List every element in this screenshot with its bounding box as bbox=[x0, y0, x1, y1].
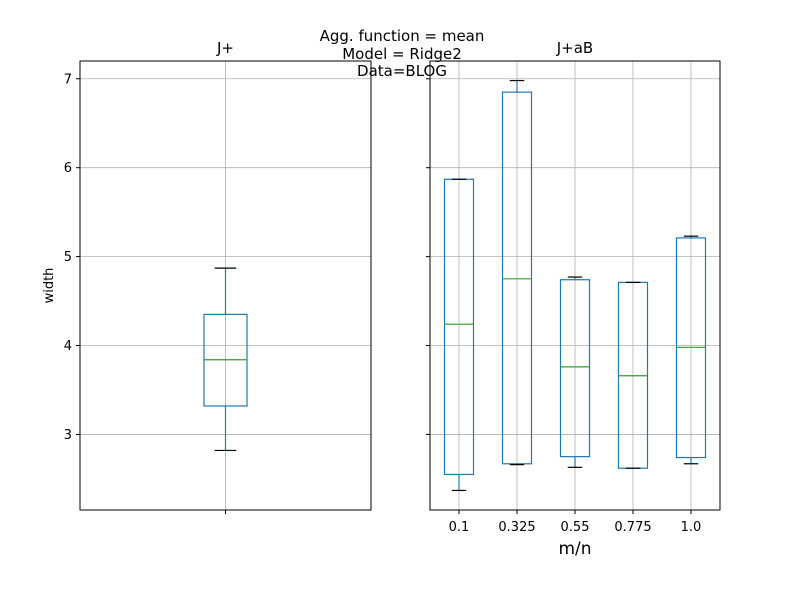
x-tick-label-1: 0.325 bbox=[498, 520, 535, 535]
box-2 bbox=[559, 279, 591, 458]
subplot-j-plus: 3 4 5 6 7 J+ width bbox=[42, 39, 372, 514]
y-tick-label-4: 7 bbox=[64, 72, 72, 87]
y-axis-label: width bbox=[42, 268, 57, 304]
box-1 bbox=[501, 91, 533, 465]
x-axis-label: m/n bbox=[558, 539, 591, 559]
suptitle-line-3: Data=BLOG bbox=[357, 62, 447, 80]
x-tick-label-3: 0.775 bbox=[614, 520, 651, 535]
suptitle-line-1: Agg. function = mean bbox=[320, 27, 485, 45]
y-tick-label-0: 3 bbox=[64, 428, 72, 443]
subplot-title: J+ bbox=[216, 39, 234, 57]
y-tick-label-2: 5 bbox=[64, 250, 72, 265]
x-tick-label-0: 0.1 bbox=[449, 520, 470, 535]
suptitle-line-2: Model = Ridge2 bbox=[342, 45, 462, 63]
y-tick-label-3: 6 bbox=[64, 161, 72, 176]
y-tick-label-1: 4 bbox=[64, 339, 72, 354]
x-tick-label-2: 0.55 bbox=[561, 520, 590, 535]
suptitle: Agg. function = mean Model = Ridge2 Data… bbox=[320, 27, 485, 80]
subplot-j-plus-ab: 0.1 0.325 0.55 0.775 1.0 J+aB m/n bbox=[426, 39, 721, 559]
subplot-title: J+aB bbox=[556, 39, 593, 57]
x-tick-label-4: 1.0 bbox=[681, 520, 702, 535]
